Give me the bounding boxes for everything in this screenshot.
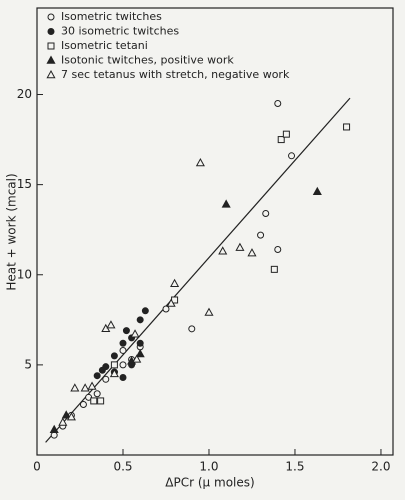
data-point: [87, 381, 97, 390]
data-point: [102, 363, 110, 371]
fit-line: [45, 97, 351, 443]
data-point: [141, 307, 149, 315]
data-point: [49, 424, 59, 433]
x-tick-label: 2.0: [371, 460, 390, 474]
y-tick-label: 5: [24, 357, 32, 371]
legend-label: Isometric tetani: [61, 39, 148, 52]
data-point: [274, 246, 282, 254]
y-tick-label: 10: [17, 267, 32, 281]
x-tick-label: 0.5: [113, 460, 132, 474]
data-point: [110, 352, 118, 360]
data-point: [130, 329, 140, 338]
data-point: [312, 186, 322, 196]
data-point: [70, 383, 80, 392]
data-point: [85, 393, 93, 401]
data-point: [90, 397, 98, 405]
data-point: [221, 199, 231, 208]
data-point: [119, 373, 127, 381]
data-point: [135, 349, 145, 358]
legend-marker: [47, 13, 55, 21]
data-point: [122, 327, 130, 335]
plot-frame: [36, 7, 394, 456]
data-point: [235, 242, 245, 251]
y-tick-label: 15: [17, 177, 32, 191]
data-point: [93, 390, 101, 398]
data-point: [97, 397, 105, 405]
data-point: [247, 248, 257, 257]
data-point: [188, 325, 196, 333]
data-point: [61, 410, 71, 419]
data-point: [93, 372, 101, 380]
data-point: [109, 368, 119, 378]
legend-marker: [46, 55, 56, 64]
data-point: [80, 383, 90, 392]
data-point: [274, 100, 282, 108]
data-point: [166, 298, 176, 307]
data-point: [282, 130, 290, 138]
data-point: [257, 231, 265, 239]
legend-label: 30 isometric twitches: [61, 25, 179, 38]
x-tick-label: 0: [33, 460, 41, 474]
y-tick-label: 20: [17, 87, 32, 101]
y-axis-label: Heat + work (mcal): [5, 173, 19, 290]
data-point: [136, 316, 144, 324]
legend-marker: [47, 42, 55, 50]
data-point: [343, 123, 351, 131]
legend-label: Isometric twitches: [61, 10, 162, 23]
data-point: [119, 361, 127, 369]
data-point: [66, 412, 76, 421]
x-tick-label: 1.0: [199, 460, 218, 474]
data-point: [58, 417, 68, 426]
data-point: [119, 346, 127, 354]
data-point: [50, 431, 58, 439]
data-point: [204, 307, 214, 316]
data-point: [218, 246, 228, 255]
legend-marker: [46, 69, 56, 79]
data-point: [277, 136, 285, 144]
x-tick-label: 1.5: [285, 460, 304, 474]
data-point: [262, 209, 270, 217]
data-point: [79, 401, 87, 409]
legend-marker: [47, 28, 55, 35]
x-axis-label: ΔPCr (μ moles): [165, 476, 254, 490]
data-point: [102, 375, 110, 383]
data-point: [288, 152, 296, 160]
data-point: [119, 339, 127, 347]
data-point: [195, 157, 205, 167]
legend-label: Isotonic twitches, positive work: [61, 54, 234, 67]
data-point: [136, 339, 144, 347]
data-point: [110, 361, 118, 369]
data-point: [170, 278, 180, 287]
data-point: [162, 305, 170, 313]
data-point: [132, 354, 142, 363]
data-point: [270, 265, 278, 273]
legend-label: 7 sec tetanus with stretch, negative wor…: [61, 68, 290, 81]
data-point: [106, 320, 116, 329]
